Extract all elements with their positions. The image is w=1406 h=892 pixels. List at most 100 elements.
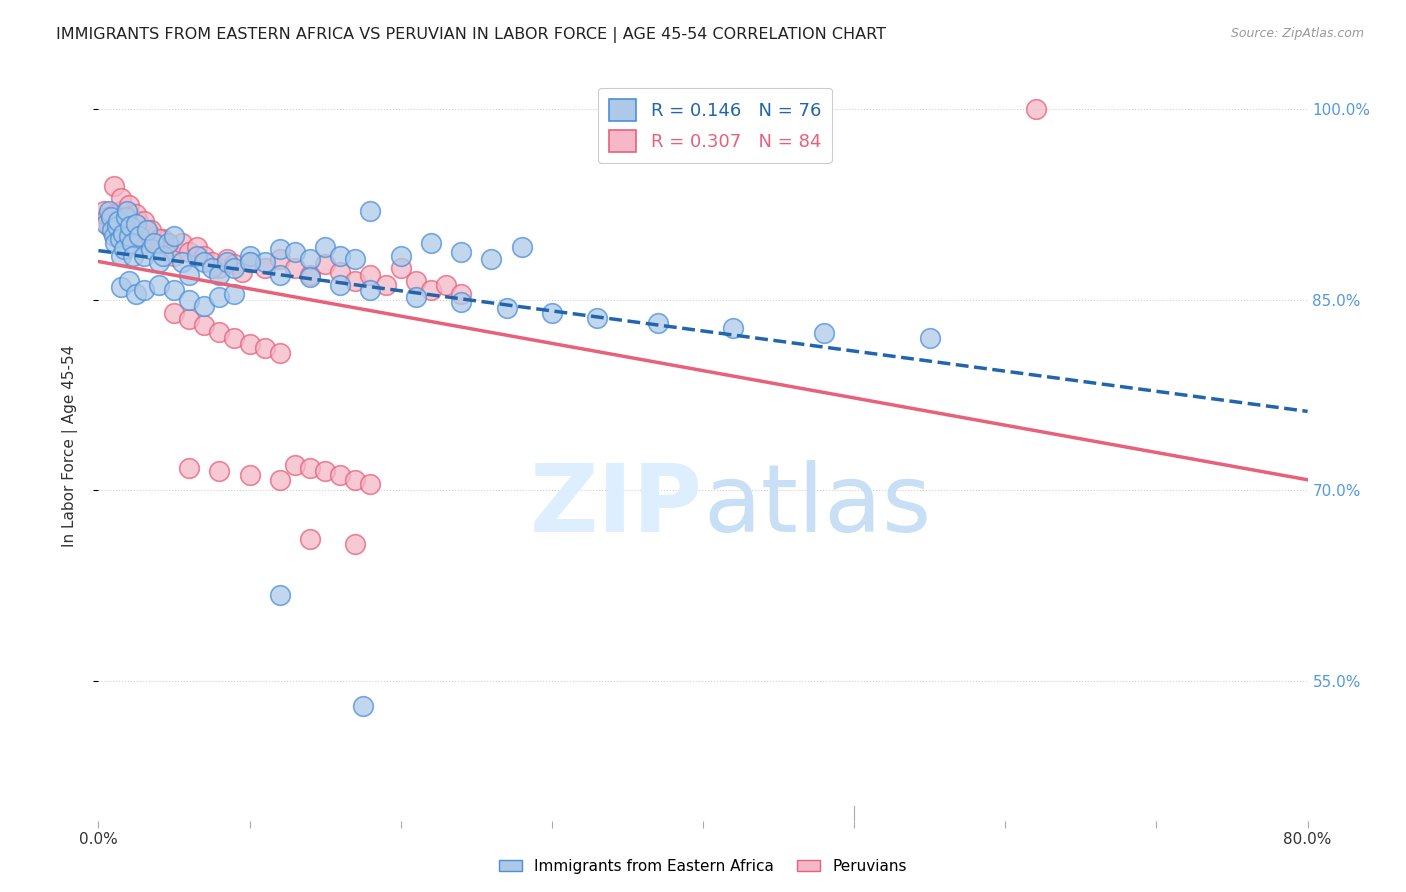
Point [115,204,138,219]
Point [179,244,201,259]
Point [314,464,336,478]
Point [360,268,382,282]
Point [269,252,291,267]
Point [299,460,322,475]
Point [269,268,291,282]
Point [98,204,121,219]
Point [208,261,231,276]
Point [111,217,134,231]
Point [329,468,352,483]
Point [186,239,208,253]
Point [360,477,382,491]
Point [132,214,155,228]
Point [269,346,291,360]
Point [120,211,142,225]
Point [124,217,146,231]
Point [179,460,201,475]
Point [299,532,322,546]
Point [450,244,472,259]
Point [135,223,157,237]
Point [121,235,143,250]
Point [132,248,155,262]
Point [103,229,125,244]
Point [208,325,231,339]
Point [112,223,135,237]
Point [125,219,148,234]
Point [125,286,148,301]
Point [120,219,142,234]
Point [201,261,224,276]
Point [101,223,124,237]
Point [118,229,141,244]
Point [344,252,367,267]
Text: ZIP: ZIP [530,460,703,552]
Point [128,223,150,237]
Point [269,588,291,602]
Point [141,229,163,244]
Point [723,321,745,335]
Point [152,232,174,246]
Point [193,255,215,269]
Point [586,310,609,325]
Point [141,242,163,256]
Point [389,261,412,276]
Point [1024,103,1046,117]
Point [143,235,166,250]
Legend: Immigrants from Eastern Africa, Peruvians: Immigrants from Eastern Africa, Peruvian… [494,853,912,880]
Point [434,277,457,292]
Point [299,270,322,285]
Point [111,227,134,241]
Point [148,242,170,256]
Point [208,290,231,304]
Point [107,214,129,228]
Point [253,261,276,276]
Point [148,255,170,269]
Point [135,223,157,237]
Point [163,229,186,244]
Point [103,178,125,193]
Point [179,293,201,307]
Point [104,235,127,250]
Point [101,223,124,237]
Point [179,268,201,282]
Point [125,206,148,220]
Point [224,286,246,301]
Point [405,274,427,288]
Point [104,217,127,231]
Point [344,473,367,487]
Point [114,211,136,225]
Point [481,252,503,267]
Point [94,217,117,231]
Point [193,318,215,333]
Point [122,248,145,262]
Point [215,255,238,269]
Point [110,280,132,294]
Point [208,268,231,282]
Point [128,229,150,244]
Point [420,235,443,250]
Point [152,248,174,262]
Point [239,255,262,269]
Point [253,341,276,355]
Point [231,265,253,279]
Point [224,331,246,345]
Point [510,239,533,253]
Point [122,229,145,244]
Point [100,211,122,225]
Point [193,248,215,262]
Point [141,223,163,237]
Point [148,232,170,246]
Point [284,244,307,259]
Point [389,248,412,262]
Point [193,299,215,313]
Point [269,473,291,487]
Point [114,229,136,244]
Point [329,248,352,262]
Point [110,191,132,205]
Point [108,211,131,225]
Point [115,214,138,228]
Point [352,699,374,714]
Point [129,229,152,244]
Point [239,468,262,483]
Point [132,235,155,250]
